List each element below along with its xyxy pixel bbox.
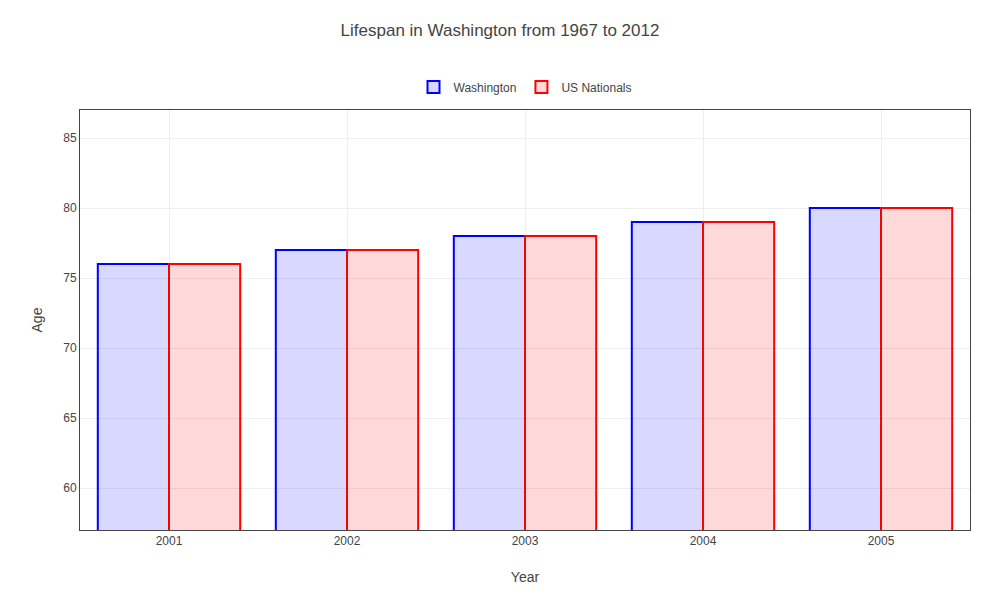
svg-text:US Nationals: US Nationals xyxy=(561,81,631,95)
svg-text:Lifespan in Washington from 19: Lifespan in Washington from 1967 to 2012 xyxy=(341,21,660,40)
svg-text:80: 80 xyxy=(63,201,77,215)
svg-text:2001: 2001 xyxy=(156,534,183,548)
svg-text:Washington: Washington xyxy=(454,81,517,95)
svg-text:70: 70 xyxy=(63,341,77,355)
svg-text:2004: 2004 xyxy=(690,534,717,548)
svg-text:Age: Age xyxy=(29,307,45,332)
svg-text:2005: 2005 xyxy=(868,534,895,548)
svg-text:85: 85 xyxy=(63,131,77,145)
svg-text:65: 65 xyxy=(63,411,77,425)
svg-text:2002: 2002 xyxy=(334,534,361,548)
svg-text:75: 75 xyxy=(63,271,77,285)
svg-text:2003: 2003 xyxy=(512,534,539,548)
svg-text:Year: Year xyxy=(511,569,540,585)
svg-text:60: 60 xyxy=(63,481,77,495)
